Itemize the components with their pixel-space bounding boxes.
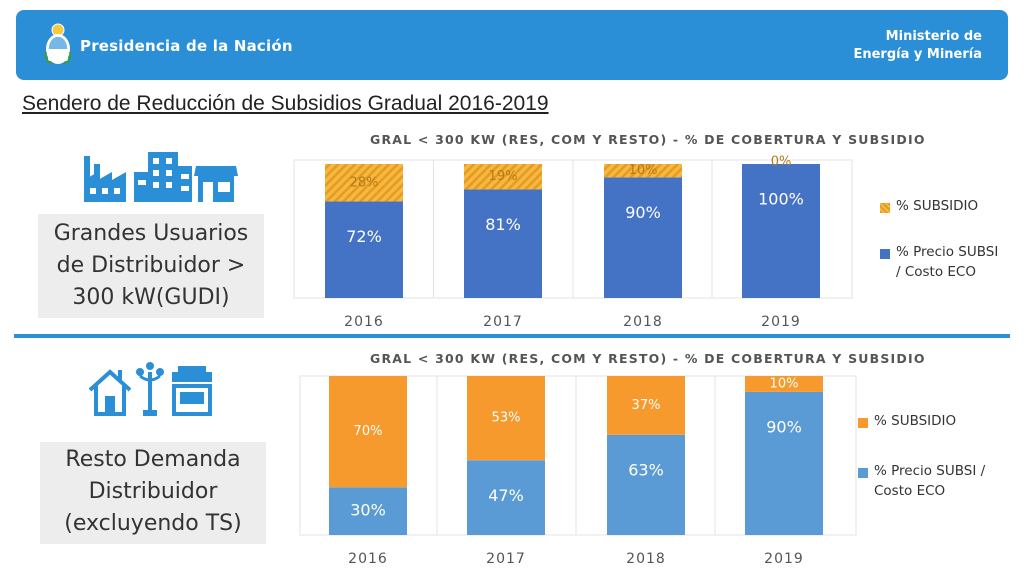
x-tick-top-2016: 2016 xyxy=(344,314,384,330)
store-icon xyxy=(194,166,238,202)
data-label-subsidio-bottom-2018: 37% xyxy=(632,398,661,413)
data-label-subsidio-top-2018: 10% xyxy=(629,163,658,178)
bar-subsidio-bottom-2019 xyxy=(745,376,823,392)
data-label-precio-bottom-2016: 30% xyxy=(350,501,386,520)
page-title: Sendero de Reducción de Subsidios Gradua… xyxy=(22,92,549,115)
x-tick-bottom-2018: 2018 xyxy=(626,551,666,567)
data-label-precio-top-2018: 90% xyxy=(625,203,661,222)
data-label-subsidio-top-2019: 0% xyxy=(771,155,792,170)
x-tick-top-2017: 2017 xyxy=(483,314,523,330)
legend-text-line: % Precio SUBSI / xyxy=(874,463,986,479)
bar-precio-bottom-2018 xyxy=(607,434,685,535)
data-label-subsidio-bottom-2019: 10% xyxy=(770,376,799,391)
house-icon xyxy=(88,369,132,416)
top-segment-icons xyxy=(84,152,238,202)
data-label-subsidio-top-2017: 19% xyxy=(489,169,518,184)
data-label-subsidio-bottom-2016: 70% xyxy=(354,424,383,439)
chart-title-bottom: GRAL < 300 KW (RES, COM Y RESTO) - % DE … xyxy=(370,351,926,366)
bottom-segment-icons xyxy=(88,362,212,416)
bar-subsidio-bottom-2018 xyxy=(607,376,685,435)
data-label-subsidio-top-2016: 28% xyxy=(350,175,379,190)
segment-label-bottom-line-1: Resto Demanda xyxy=(65,447,241,472)
legend-swatch xyxy=(858,418,868,428)
header-banner xyxy=(16,10,1008,80)
segment-label-bottom: Resto Demanda Distribuidor (excluyendo T… xyxy=(40,442,266,544)
streetlight-icon xyxy=(136,362,164,416)
data-label-precio-top-2016: 72% xyxy=(346,227,382,246)
legend-text-line: Costo ECO xyxy=(874,483,946,499)
legend-text-line: % SUBSIDIO xyxy=(896,198,979,214)
bar-precio-top-2019 xyxy=(742,164,820,298)
bar-subsidio-bottom-2016 xyxy=(329,376,407,488)
segment-label-bottom-line-2: Distribuidor xyxy=(88,479,218,504)
data-label-subsidio-bottom-2017: 53% xyxy=(492,411,521,426)
bar-subsidio-top-2016 xyxy=(325,164,403,202)
legend-swatch xyxy=(880,203,890,213)
bar-precio-bottom-2019 xyxy=(745,391,823,535)
legend-text: % SUBSIDIO xyxy=(896,196,978,216)
x-tick-bottom-2016: 2016 xyxy=(348,551,388,567)
data-label-precio-bottom-2019: 90% xyxy=(766,417,802,436)
bar-precio-bottom-2017 xyxy=(467,460,545,535)
data-label-precio-top-2019: 100% xyxy=(758,190,804,209)
legend-item-bottom-0: % SUBSIDIO xyxy=(858,411,998,431)
legend-text: % Precio SUBSI / Costo ECO xyxy=(896,242,998,282)
shop-icon xyxy=(172,366,212,416)
x-tick-bottom-2019: 2019 xyxy=(764,551,804,567)
x-tick-top-2018: 2018 xyxy=(623,314,663,330)
bar-subsidio-top-2017 xyxy=(464,164,542,190)
legend-text-line: % Precio SUBSI xyxy=(896,244,999,260)
chart-title-top: GRAL < 300 KW (RES, COM Y RESTO) - % DE … xyxy=(370,132,926,147)
segment-label-top-line-1: Grandes Usuarios xyxy=(53,221,249,246)
data-label-precio-top-2017: 81% xyxy=(485,215,521,234)
section-divider xyxy=(14,334,1010,338)
factory-icon xyxy=(84,156,126,202)
legend-text-line: / Costo ECO xyxy=(896,264,976,280)
legend-item-top-0: % SUBSIDIO xyxy=(880,196,1020,216)
legend-item-top-1: % Precio SUBSI / Costo ECO xyxy=(880,242,1020,282)
ministerio-label: Ministerio de Energía y Minería xyxy=(853,28,982,64)
legend-text: % Precio SUBSI / Costo ECO xyxy=(874,461,985,501)
ministerio-line-1: Ministerio de xyxy=(885,29,982,44)
legend-swatch xyxy=(880,249,890,259)
legend-swatch xyxy=(858,468,868,478)
legend-text: % SUBSIDIO xyxy=(874,411,956,431)
legend-text-line: % SUBSIDIO xyxy=(874,413,957,429)
segment-label-top-line-3: 300 kW(GUDI) xyxy=(72,285,230,310)
bar-precio-bottom-2016 xyxy=(329,487,407,535)
buildings-icon xyxy=(134,152,192,202)
bar-precio-top-2016 xyxy=(325,201,403,298)
x-tick-top-2019: 2019 xyxy=(761,314,801,330)
legend-item-bottom-1: % Precio SUBSI / Costo ECO xyxy=(858,461,998,501)
bar-precio-top-2017 xyxy=(464,189,542,298)
plot-frame-bottom xyxy=(299,375,857,536)
bar-precio-top-2018 xyxy=(604,177,682,298)
segment-label-top-line-2: de Distribuidor > xyxy=(56,253,246,278)
coat-of-arms-icon xyxy=(44,23,72,65)
data-label-precio-bottom-2017: 47% xyxy=(488,486,524,505)
ministerio-line-2: Energía y Minería xyxy=(853,47,982,62)
presidencia-label: Presidencia de la Nación xyxy=(80,37,293,55)
bar-subsidio-bottom-2017 xyxy=(467,376,545,461)
data-label-precio-bottom-2018: 63% xyxy=(628,460,664,479)
bar-subsidio-top-2018 xyxy=(604,164,682,178)
x-tick-bottom-2017: 2017 xyxy=(486,551,526,567)
segment-label-bottom-line-3: (excluyendo TS) xyxy=(64,511,242,536)
segment-label-top: Grandes Usuarios de Distribuidor > 300 k… xyxy=(38,214,264,318)
